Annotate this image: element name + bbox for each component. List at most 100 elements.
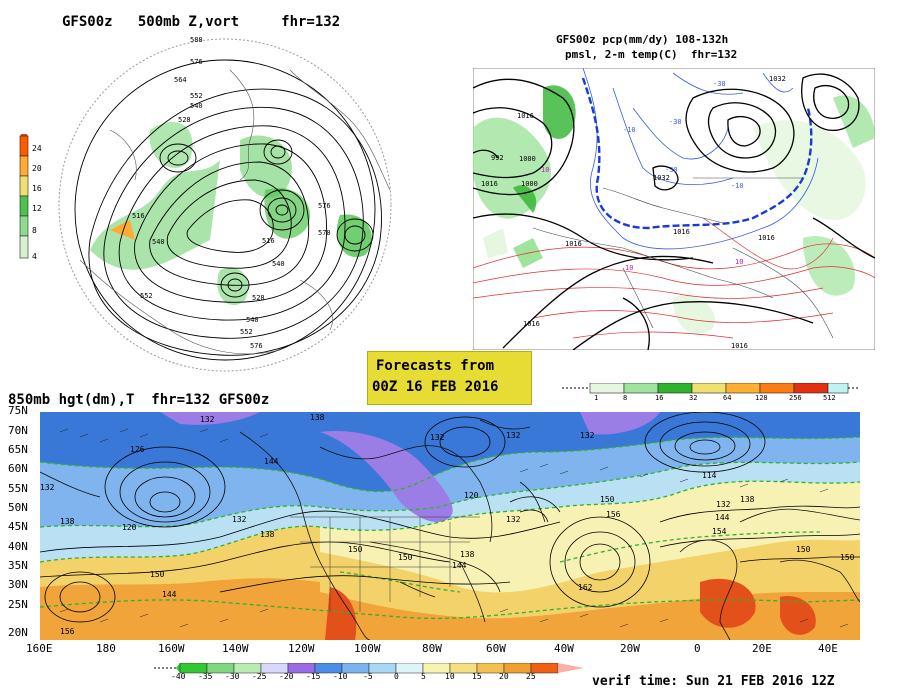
svg-text:564: 564 bbox=[174, 76, 187, 84]
temp-tick: 15 bbox=[472, 672, 482, 681]
svg-text:540: 540 bbox=[272, 260, 285, 268]
svg-text:540: 540 bbox=[190, 102, 203, 110]
svg-text:1016: 1016 bbox=[673, 228, 690, 236]
svg-text:150: 150 bbox=[150, 570, 165, 579]
svg-text:132: 132 bbox=[232, 515, 247, 524]
lon-label: 20E bbox=[752, 642, 772, 655]
lat-label: 55N bbox=[8, 482, 28, 495]
lon-label: 140W bbox=[222, 642, 249, 655]
lon-label: 180 bbox=[96, 642, 116, 655]
pcp-colorbar: 1 8 16 32 64 128 256 512 bbox=[560, 382, 860, 412]
svg-text:132: 132 bbox=[430, 433, 445, 442]
vort-tick-12: 12 bbox=[32, 204, 42, 213]
svg-text:1032: 1032 bbox=[653, 174, 670, 182]
svg-text:552: 552 bbox=[190, 92, 203, 100]
lon-label: 160W bbox=[158, 642, 185, 655]
svg-text:540: 540 bbox=[246, 316, 259, 324]
svg-text:576: 576 bbox=[318, 202, 331, 210]
svg-text:132: 132 bbox=[40, 483, 55, 492]
vort-colorbar-graphic bbox=[19, 130, 29, 259]
svg-text:150: 150 bbox=[398, 553, 413, 562]
svg-text:552: 552 bbox=[240, 328, 253, 336]
temp-tick: 20 bbox=[499, 672, 509, 681]
lat-label: 70N bbox=[8, 424, 28, 437]
temp-tick: -25 bbox=[252, 672, 267, 681]
forecast-banner: Forecasts from 00Z 16 FEB 2016 bbox=[367, 351, 532, 405]
pcp-tick-256: 256 bbox=[789, 394, 802, 402]
svg-text:-10: -10 bbox=[623, 126, 636, 134]
vort-tick-24: 24 bbox=[32, 144, 42, 153]
svg-text:154: 154 bbox=[712, 527, 727, 536]
lat-label: 30N bbox=[8, 578, 28, 591]
precip-pmsl-map: 1016 992 1000 1000 1016 1016 1032 1016 1… bbox=[473, 68, 875, 350]
svg-text:-30: -30 bbox=[669, 118, 682, 126]
svg-text:1016: 1016 bbox=[481, 180, 498, 188]
vort-tick-20: 20 bbox=[32, 164, 42, 173]
svg-text:138: 138 bbox=[260, 530, 275, 539]
svg-text:528: 528 bbox=[178, 116, 191, 124]
svg-text:138: 138 bbox=[740, 495, 755, 504]
svg-text:126: 126 bbox=[130, 445, 145, 454]
svg-text:-30: -30 bbox=[713, 80, 726, 88]
temp-tick: -20 bbox=[279, 672, 294, 681]
svg-text:144: 144 bbox=[162, 590, 177, 599]
svg-text:144: 144 bbox=[452, 561, 467, 570]
temp-tick: -5 bbox=[363, 672, 373, 681]
svg-text:1016: 1016 bbox=[523, 320, 540, 328]
lon-label: 40W bbox=[554, 642, 574, 655]
pcp-tick-64: 64 bbox=[723, 394, 732, 402]
lon-label: 120W bbox=[288, 642, 315, 655]
longitude-axis: 160E 180 160W 140W 120W 100W 80W 60W 40W… bbox=[26, 642, 876, 656]
svg-text:588: 588 bbox=[190, 36, 203, 44]
temp-tick: 25 bbox=[526, 672, 536, 681]
panel-500mb-title: GFS00z 500mb Z,vort fhr=132 bbox=[62, 14, 341, 30]
svg-text:150: 150 bbox=[600, 495, 615, 504]
polar-map-500mb: 588 576 564 552 540 528 516 540 576 570 … bbox=[58, 36, 392, 372]
svg-text:1016: 1016 bbox=[758, 234, 775, 242]
pcp-tick-16: 16 bbox=[655, 394, 664, 402]
svg-text:162: 162 bbox=[578, 583, 593, 592]
svg-text:552: 552 bbox=[140, 292, 153, 300]
temp-tick: -30 bbox=[225, 672, 240, 681]
verif-time: verif time: Sun 21 FEB 2016 12Z bbox=[592, 674, 835, 689]
lon-label: 160E bbox=[26, 642, 53, 655]
temp-tick: -15 bbox=[306, 672, 321, 681]
panel-850mb-title: 850mb hgt(dm),T fhr=132 GFS00z bbox=[8, 392, 270, 408]
svg-text:10: 10 bbox=[541, 166, 549, 174]
lat-label: 40N bbox=[8, 540, 28, 553]
svg-text:10: 10 bbox=[735, 258, 743, 266]
svg-text:1032: 1032 bbox=[769, 75, 786, 83]
svg-text:132: 132 bbox=[580, 431, 595, 440]
latitude-axis: 75N 70N 65N 60N 55N 50N 45N 40N 35N 30N … bbox=[8, 404, 40, 640]
polar-boundary bbox=[58, 38, 392, 372]
panel-pcp-title-line2: pmsl, 2-m temp(C) fhr=132 bbox=[565, 48, 738, 61]
vort-tick-4: 4 bbox=[32, 252, 37, 261]
lat-label: 75N bbox=[8, 404, 28, 417]
svg-text:528: 528 bbox=[252, 294, 265, 302]
svg-text:132: 132 bbox=[506, 515, 521, 524]
lat-label: 65N bbox=[8, 443, 28, 456]
vort-colorbar: 24 20 16 12 8 4 bbox=[18, 130, 42, 264]
svg-text:156: 156 bbox=[60, 627, 75, 636]
svg-text:114: 114 bbox=[702, 471, 717, 480]
lat-label: 60N bbox=[8, 462, 28, 475]
svg-text:132: 132 bbox=[200, 415, 215, 424]
svg-text:144: 144 bbox=[715, 513, 730, 522]
temp-tick: -35 bbox=[198, 672, 213, 681]
banner-line2: 00Z 16 FEB 2016 bbox=[372, 379, 499, 395]
svg-text:-30: -30 bbox=[665, 166, 678, 174]
lon-label: 100W bbox=[354, 642, 381, 655]
lon-label: 80W bbox=[422, 642, 442, 655]
panel-pcp-title-line1: GFS00z pcp(mm/dy) 108-132h bbox=[556, 33, 729, 46]
svg-text:132: 132 bbox=[506, 431, 521, 440]
pcp-tick-1: 1 bbox=[594, 394, 599, 402]
lon-label: 60W bbox=[486, 642, 506, 655]
svg-text:150: 150 bbox=[840, 553, 855, 562]
temp-colorbar: -40 -35 -30 -25 -20 -15 -10 -5 0 5 10 15… bbox=[152, 660, 592, 688]
temp-colorbar-graphic bbox=[154, 662, 584, 674]
svg-text:1000: 1000 bbox=[519, 155, 536, 163]
svg-text:570: 570 bbox=[318, 229, 331, 237]
svg-text:576: 576 bbox=[250, 342, 263, 350]
temp-tick: -10 bbox=[333, 672, 348, 681]
svg-text:138: 138 bbox=[60, 517, 75, 526]
